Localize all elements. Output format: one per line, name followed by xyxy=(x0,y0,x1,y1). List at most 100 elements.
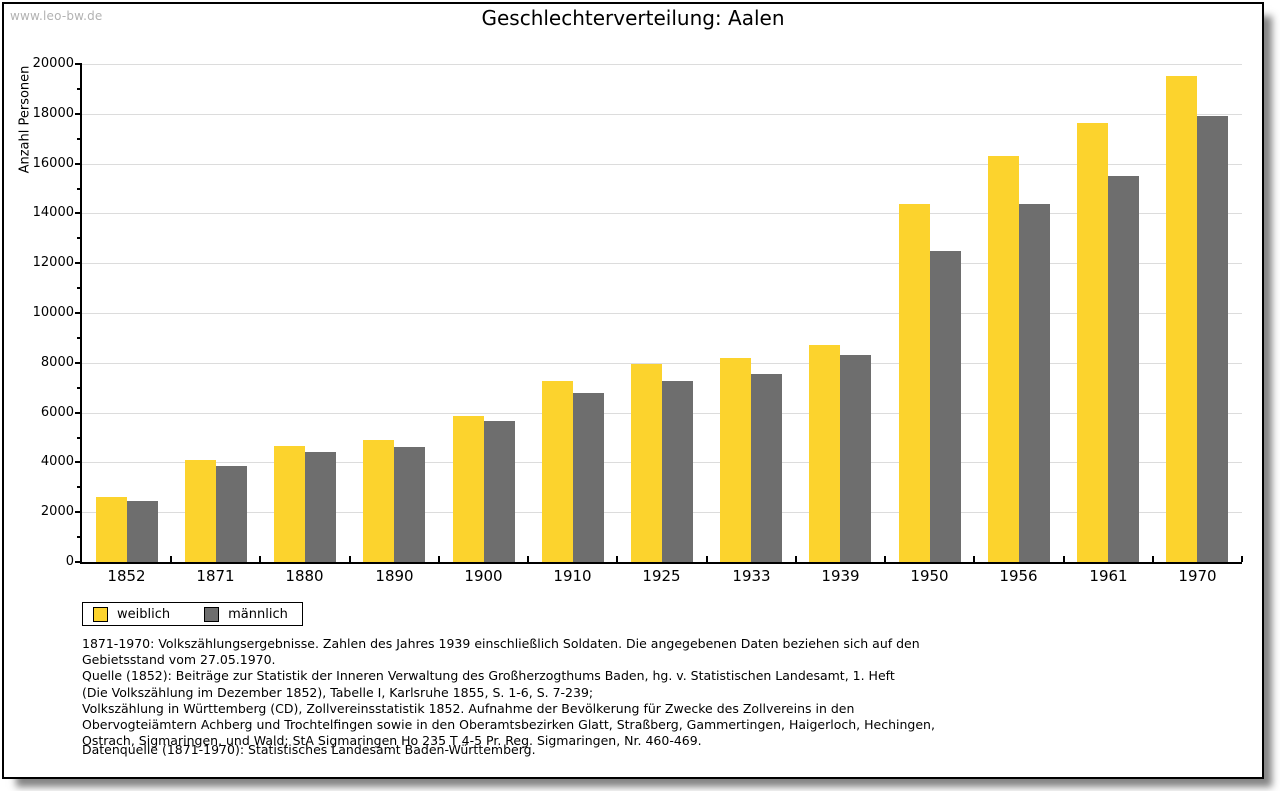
x-tick-label-1956: 1956 xyxy=(999,567,1038,585)
legend-swatch-weiblich xyxy=(93,606,108,622)
x-boundary-tick-12 xyxy=(1152,556,1154,562)
y-axis-line xyxy=(80,64,82,562)
gridline-8000 xyxy=(82,363,1242,364)
bar-männlich-1961 xyxy=(1108,176,1139,562)
bar-männlich-1852 xyxy=(127,501,158,562)
bar-weiblich-1880 xyxy=(274,446,305,562)
bar-weiblich-1890 xyxy=(363,440,394,562)
y-tick-label-14000: 14000 xyxy=(32,205,74,220)
x-boundary-tick-11 xyxy=(1063,556,1065,562)
bar-weiblich-1910 xyxy=(542,381,573,562)
y-major-tick-20000 xyxy=(75,63,82,65)
y-minor-tick-13000 xyxy=(77,237,82,239)
legend-label-männlich: männlich xyxy=(228,606,288,622)
x-tick-label-1950: 1950 xyxy=(910,567,949,585)
x-tick-label-1890: 1890 xyxy=(375,567,414,585)
y-tick-label-18000: 18000 xyxy=(32,106,74,121)
x-tick-label-1880: 1880 xyxy=(285,567,324,585)
footnote-line-2: Gebietsstand vom 27.05.1970. xyxy=(82,652,276,668)
x-boundary-tick-10 xyxy=(973,556,975,562)
y-minor-tick-19000 xyxy=(77,88,82,90)
y-major-tick-0 xyxy=(75,561,82,563)
bar-weiblich-1956 xyxy=(988,156,1019,562)
x-boundary-tick-5 xyxy=(527,556,529,562)
bar-weiblich-1950 xyxy=(899,204,930,562)
y-tick-label-4000: 4000 xyxy=(40,454,74,469)
x-tick-label-1933: 1933 xyxy=(732,567,771,585)
gridline-18000 xyxy=(82,114,1242,115)
x-tick-label-1900: 1900 xyxy=(464,567,503,585)
x-boundary-tick-6 xyxy=(616,556,618,562)
bar-weiblich-1933 xyxy=(720,358,751,562)
legend-item-männlich: männlich xyxy=(204,606,288,622)
bar-männlich-1925 xyxy=(662,381,693,562)
y-tick-label-6000: 6000 xyxy=(40,405,74,420)
x-tick-label-1961: 1961 xyxy=(1089,567,1128,585)
y-major-tick-18000 xyxy=(75,113,82,115)
bar-weiblich-1939 xyxy=(809,345,840,562)
x-boundary-tick-2 xyxy=(259,556,261,562)
y-minor-tick-1000 xyxy=(77,536,82,538)
footnote-line-5: Volkszählung in Württemberg (CD), Zollve… xyxy=(82,700,855,716)
x-boundary-tick-13 xyxy=(1241,556,1243,562)
x-boundary-tick-4 xyxy=(438,556,440,562)
footnote-line-1: 1871-1970: Volkszählungsergebnisse. Zahl… xyxy=(82,636,920,651)
x-tick-label-1970: 1970 xyxy=(1178,567,1217,585)
chart-frame: www.leo-bw.de Geschlechterverteilung: Aa… xyxy=(2,2,1264,779)
x-tick-label-1910: 1910 xyxy=(553,567,592,585)
x-boundary-tick-9 xyxy=(884,556,886,562)
bar-männlich-1880 xyxy=(305,452,336,562)
y-major-tick-2000 xyxy=(75,511,82,513)
footnote-line-6: Obervogteiämtern Achberg und Trochtelfin… xyxy=(82,717,935,733)
y-major-tick-12000 xyxy=(75,262,82,264)
bar-weiblich-1970 xyxy=(1166,76,1197,562)
bar-weiblich-1852 xyxy=(96,497,127,562)
y-tick-label-10000: 10000 xyxy=(32,305,74,320)
y-minor-tick-9000 xyxy=(77,337,82,339)
footnotes: 1871-1970: Volkszählungsergebnisse. Zahl… xyxy=(82,636,935,749)
chart-title: Geschlechterverteilung: Aalen xyxy=(481,6,785,30)
y-major-tick-4000 xyxy=(75,461,82,463)
y-tick-label-20000: 20000 xyxy=(32,56,74,71)
bar-männlich-1956 xyxy=(1019,204,1050,562)
x-axis-line xyxy=(80,562,1242,564)
x-boundary-tick-7 xyxy=(706,556,708,562)
y-tick-label-8000: 8000 xyxy=(40,355,74,370)
gridline-14000 xyxy=(82,213,1242,214)
bar-weiblich-1961 xyxy=(1077,123,1108,562)
bar-männlich-1890 xyxy=(394,447,425,562)
y-minor-tick-15000 xyxy=(77,188,82,190)
y-major-tick-16000 xyxy=(75,163,82,165)
bar-männlich-1933 xyxy=(751,374,782,562)
y-minor-tick-5000 xyxy=(77,437,82,439)
bar-männlich-1970 xyxy=(1197,116,1228,562)
footnote-line-4: (Die Volkszählung im Dezember 1852), Tab… xyxy=(82,684,594,700)
y-major-tick-8000 xyxy=(75,362,82,364)
y-major-tick-6000 xyxy=(75,412,82,414)
x-tick-label-1871: 1871 xyxy=(196,567,235,585)
gridline-12000 xyxy=(82,263,1242,264)
legend-label-weiblich: weiblich xyxy=(117,606,171,622)
footnote-line-7: Ostrach, Sigmaringen, und Wald; StA Sigm… xyxy=(82,733,702,749)
y-tick-label-0: 0 xyxy=(65,554,74,569)
bar-männlich-1910 xyxy=(573,393,604,562)
y-tick-label-12000: 12000 xyxy=(32,255,74,270)
y-tick-label-2000: 2000 xyxy=(40,504,74,519)
bar-männlich-1900 xyxy=(484,421,515,562)
x-boundary-tick-3 xyxy=(349,556,351,562)
y-major-tick-14000 xyxy=(75,212,82,214)
x-boundary-tick-8 xyxy=(795,556,797,562)
legend: weiblich männlich xyxy=(82,602,303,626)
y-major-tick-10000 xyxy=(75,312,82,314)
y-minor-tick-3000 xyxy=(77,486,82,488)
gridline-16000 xyxy=(82,164,1242,165)
bar-weiblich-1925 xyxy=(631,364,662,562)
y-tick-label-16000: 16000 xyxy=(32,156,74,171)
bar-männlich-1939 xyxy=(840,355,871,562)
x-tick-label-1939: 1939 xyxy=(821,567,860,585)
data-source-line: Datenquelle (1871-1970): Statistisches L… xyxy=(82,742,536,757)
bar-weiblich-1871 xyxy=(185,460,216,562)
x-boundary-tick-1 xyxy=(170,556,172,562)
y-minor-tick-17000 xyxy=(77,138,82,140)
y-minor-tick-11000 xyxy=(77,287,82,289)
